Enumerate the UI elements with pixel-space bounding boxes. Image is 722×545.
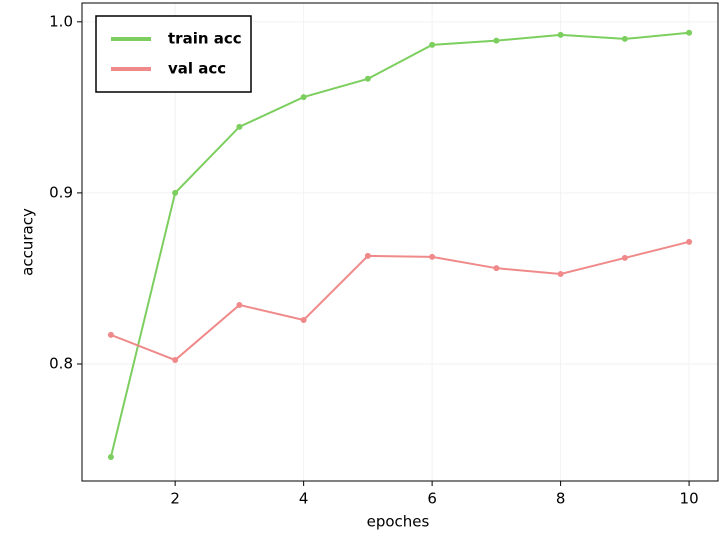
point bbox=[364, 252, 371, 259]
line bbox=[110, 240, 690, 362]
plot-frame bbox=[81, 2, 719, 482]
y-tick-label: 0.9 bbox=[49, 183, 73, 201]
point bbox=[686, 29, 693, 36]
x-tick-label: 2 bbox=[170, 490, 180, 508]
legend-label: val acc bbox=[168, 60, 226, 78]
line bbox=[109, 31, 690, 458]
point bbox=[300, 94, 307, 101]
x-tick-label: 6 bbox=[427, 490, 437, 508]
x-axis-label: epoches bbox=[367, 513, 430, 531]
point bbox=[621, 35, 628, 42]
point bbox=[107, 454, 114, 461]
point bbox=[236, 301, 243, 308]
x-tick-label: 4 bbox=[299, 490, 309, 508]
point bbox=[557, 270, 564, 277]
point bbox=[557, 31, 564, 38]
y-axis-label: accuracy bbox=[19, 208, 37, 276]
point bbox=[172, 357, 179, 364]
point bbox=[429, 41, 436, 48]
x-tick-label: 10 bbox=[680, 490, 699, 508]
legend-label: train acc bbox=[168, 30, 242, 48]
point bbox=[429, 253, 436, 260]
point bbox=[493, 265, 500, 272]
x-tick-label: 8 bbox=[556, 490, 566, 508]
y-tick-label: 0.8 bbox=[49, 354, 73, 372]
legend-box bbox=[95, 15, 252, 93]
point bbox=[621, 254, 628, 261]
y-tick-label: 1.0 bbox=[49, 12, 73, 30]
point bbox=[300, 317, 307, 324]
point bbox=[686, 238, 693, 245]
point bbox=[172, 189, 179, 196]
point bbox=[107, 331, 114, 338]
point bbox=[493, 37, 500, 44]
point bbox=[236, 123, 243, 130]
point bbox=[364, 75, 371, 82]
